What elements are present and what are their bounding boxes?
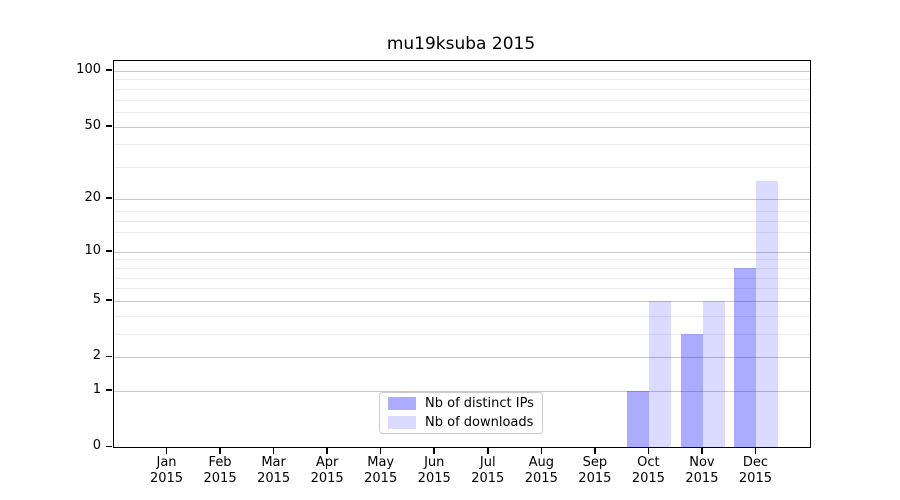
y-tick-mark [106, 355, 112, 358]
gridline-minor [114, 167, 810, 169]
y-tick-label: 10 [84, 242, 101, 258]
legend-swatch-distinct-ips [388, 397, 416, 410]
chart-title: mu19ksuba 2015 [386, 34, 536, 54]
x-tick-mark [433, 447, 435, 454]
x-tick-label: Apr 2015 [310, 455, 344, 486]
x-tick-label: Oct 2015 [631, 455, 665, 486]
bar-downloads [756, 181, 779, 447]
legend: Nb of distinct IPs Nb of downloads [379, 392, 543, 434]
bar-downloads [649, 300, 672, 447]
x-tick-mark [701, 447, 703, 454]
y-tick-mark [106, 299, 112, 301]
gridline-major [114, 126, 810, 128]
y-tick-label: 100 [76, 61, 101, 77]
gridline-major [114, 390, 810, 392]
y-tick-mark [106, 69, 112, 71]
gridline-minor [114, 99, 810, 101]
legend-swatch-downloads [388, 416, 416, 429]
y-tick-label: 50 [84, 117, 101, 133]
legend-row-downloads: Nb of downloads [380, 415, 542, 431]
gridline-minor [114, 221, 810, 223]
gridline-minor [114, 334, 810, 336]
gridline-minor [114, 259, 810, 261]
y-tick-label: 2 [92, 348, 101, 364]
bar-distinct-ips [734, 267, 757, 447]
legend-label-distinct-ips: Nb of distinct IPs [425, 396, 534, 411]
y-tick-mark [106, 125, 112, 127]
y-tick-mark [106, 445, 112, 447]
x-tick-mark [540, 447, 543, 454]
gridline-minor [114, 111, 810, 113]
y-tick-label: 5 [92, 291, 101, 307]
x-tick-mark [379, 447, 382, 454]
x-tick-label: May 2015 [364, 455, 398, 486]
gridline-major [114, 70, 810, 72]
x-tick-mark [326, 447, 328, 454]
x-tick-mark [272, 447, 275, 454]
gridline-minor [114, 211, 810, 213]
x-tick-mark [487, 447, 489, 454]
gridline-minor [114, 315, 810, 317]
gridline-major [114, 357, 810, 359]
x-tick-mark [165, 447, 168, 454]
gridline-major [114, 300, 810, 302]
y-tick-mark [106, 197, 112, 199]
x-tick-label: Jan 2015 [149, 455, 184, 486]
gridline-minor [114, 277, 810, 279]
x-tick-mark [594, 447, 596, 454]
gridline-minor [114, 79, 810, 81]
y-tick-label: 0 [92, 438, 101, 453]
plot-area: Nb of distinct IPs Nb of downloads [113, 60, 811, 448]
y-tick-label: 1 [92, 381, 101, 397]
gridline-minor [114, 288, 810, 290]
x-tick-label: Dec 2015 [738, 455, 772, 486]
bar-distinct-ips [680, 334, 703, 447]
x-tick-mark [754, 447, 757, 454]
x-tick-label: Jul 2015 [471, 455, 505, 486]
x-tick-mark [219, 447, 221, 454]
x-tick-label: Nov 2015 [685, 455, 719, 486]
y-tick-mark [106, 389, 112, 391]
gridline-minor [114, 267, 810, 269]
gridline-minor [114, 231, 810, 233]
y-tick-mark [106, 250, 112, 252]
gridline-major [114, 198, 810, 200]
x-tick-label: Sep 2015 [578, 455, 612, 486]
bar-distinct-ips [627, 390, 650, 447]
gridline-major [114, 251, 810, 253]
x-tick-label: Jun 2015 [417, 455, 451, 486]
x-tick-label: Mar 2015 [257, 455, 291, 486]
gridline-minor [114, 144, 810, 146]
x-tick-label: Aug 2015 [524, 455, 558, 486]
legend-label-downloads: Nb of downloads [425, 415, 534, 430]
legend-row-distinct-ips: Nb of distinct IPs [380, 396, 542, 412]
y-tick-label: 20 [84, 189, 101, 205]
x-tick-label: Feb 2015 [203, 455, 237, 486]
gridline-minor [114, 88, 810, 90]
bar-downloads [702, 300, 725, 447]
x-tick-mark [647, 447, 650, 454]
